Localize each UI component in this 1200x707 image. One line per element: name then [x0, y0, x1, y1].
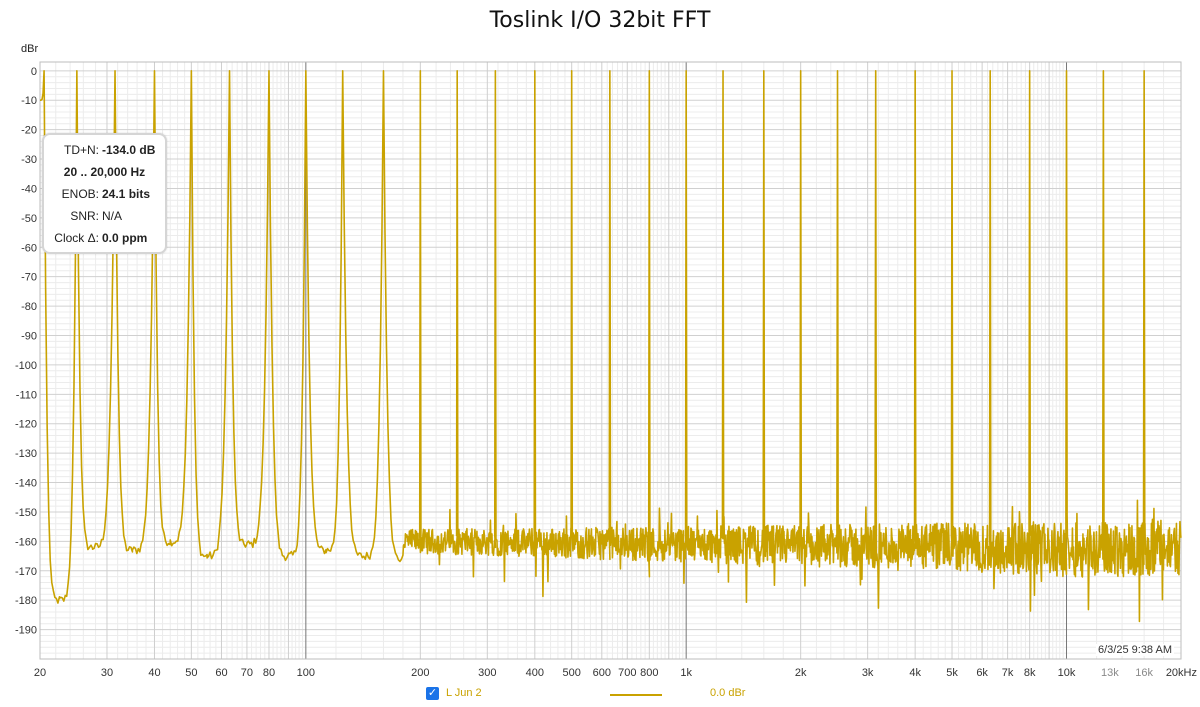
x-tick-label: 6k [976, 667, 988, 679]
x-tick-label: 16k [1135, 667, 1153, 679]
y-tick-label: -20 [21, 125, 37, 137]
legend-value: 0.0 dBr [710, 687, 746, 699]
x-tick-label: 5k [946, 667, 958, 679]
x-tick-label: 200 [411, 667, 429, 679]
y-tick-label: -70 [21, 272, 37, 284]
x-tick-label: 20kHz [1166, 667, 1197, 679]
y-tick-label: 0 [31, 66, 37, 78]
chart-title: Toslink I/O 32bit FFT [489, 8, 711, 33]
snr-value: N/A [102, 209, 123, 223]
x-tick-label: 500 [563, 667, 581, 679]
legend-line-swatch [610, 694, 662, 696]
enob-value: 24.1 bits [102, 187, 151, 201]
stats-box: TD+N: -134.0 dB 20 .. 20,000 Hz ENOB: 24… [42, 133, 167, 254]
x-tick-label: 800 [640, 667, 658, 679]
timestamp: 6/3/25 9:38 AM [1096, 644, 1174, 656]
y-tick-label: -60 [21, 242, 37, 254]
y-tick-label: -140 [15, 478, 37, 490]
clock-value: 0.0 ppm [102, 231, 148, 245]
thd-label: TD+N: [63, 143, 99, 157]
range-row: 20 .. 20,000 Hz [44, 165, 165, 183]
x-tick-label: 60 [215, 667, 227, 679]
thd-value: -134.0 dB [102, 143, 156, 157]
y-tick-label: -120 [15, 419, 37, 431]
x-tick-label: 20 [34, 667, 46, 679]
y-tick-label: -40 [21, 183, 37, 195]
y-tick-label: -100 [15, 360, 37, 372]
legend-series-name: L Jun 2 [446, 687, 482, 699]
x-tick-label: 30 [101, 667, 113, 679]
y-tick-label: -130 [15, 448, 37, 460]
x-tick-label: 4k [909, 667, 921, 679]
x-tick-label: 600 [593, 667, 611, 679]
y-tick-label: -160 [15, 536, 37, 548]
x-tick-label: 3k [862, 667, 874, 679]
enob-row: ENOB: 24.1 bits [44, 187, 165, 205]
y-axis-ticks: 0 -10 -20 -30 -40 -50 -60 -70 -80 -90 -100 -110 -120… [15, 66, 37, 637]
thd-row: TD+N: -134.0 dB [44, 143, 165, 161]
y-tick-label: -190 [15, 625, 37, 637]
y-tick-label: -50 [21, 213, 37, 225]
x-tick-label: 7k [1002, 667, 1014, 679]
y-axis-label: dBr [21, 43, 39, 55]
x-tick-label: 80 [263, 667, 275, 679]
x-axis-ticks: 20 30 40 50 60 70 80 100 200 300 400 500 600 700 800 1k… [34, 667, 1197, 679]
snr-row: SNR: N/A [44, 209, 165, 227]
y-tick-label: -110 [16, 389, 37, 401]
clock-row: Clock Δ: 0.0 ppm [44, 231, 165, 249]
snr-label: SNR: [70, 209, 99, 223]
legend-checkbox[interactable]: ✓ [426, 687, 439, 700]
x-tick-label: 100 [297, 667, 315, 679]
range-value: 20 .. 20,000 Hz [63, 165, 146, 179]
x-tick-label: 8k [1024, 667, 1036, 679]
x-tick-label: 300 [478, 667, 496, 679]
x-tick-label: 2k [795, 667, 807, 679]
x-tick-label: 10k [1058, 667, 1076, 679]
y-tick-label: -10 [21, 95, 37, 107]
series-line-l-jun-2 [39, 70, 1182, 623]
x-tick-label: 40 [148, 667, 160, 679]
x-tick-label: 13k [1101, 667, 1119, 679]
x-tick-label: 1k [680, 667, 692, 679]
x-tick-label: 70 [241, 667, 253, 679]
y-tick-label: -170 [15, 566, 37, 578]
x-tick-label: 700 [618, 667, 636, 679]
x-tick-label: 400 [526, 667, 544, 679]
clock-label: Clock Δ: [54, 231, 99, 245]
y-tick-label: -30 [21, 154, 37, 166]
y-tick-label: -180 [15, 595, 37, 607]
enob-label: ENOB: [61, 187, 99, 201]
y-tick-label: -150 [15, 507, 37, 519]
plot-frame [39, 61, 1182, 660]
y-tick-label: -80 [21, 301, 37, 313]
y-tick-label: -90 [21, 331, 37, 343]
x-tick-label: 50 [185, 667, 197, 679]
